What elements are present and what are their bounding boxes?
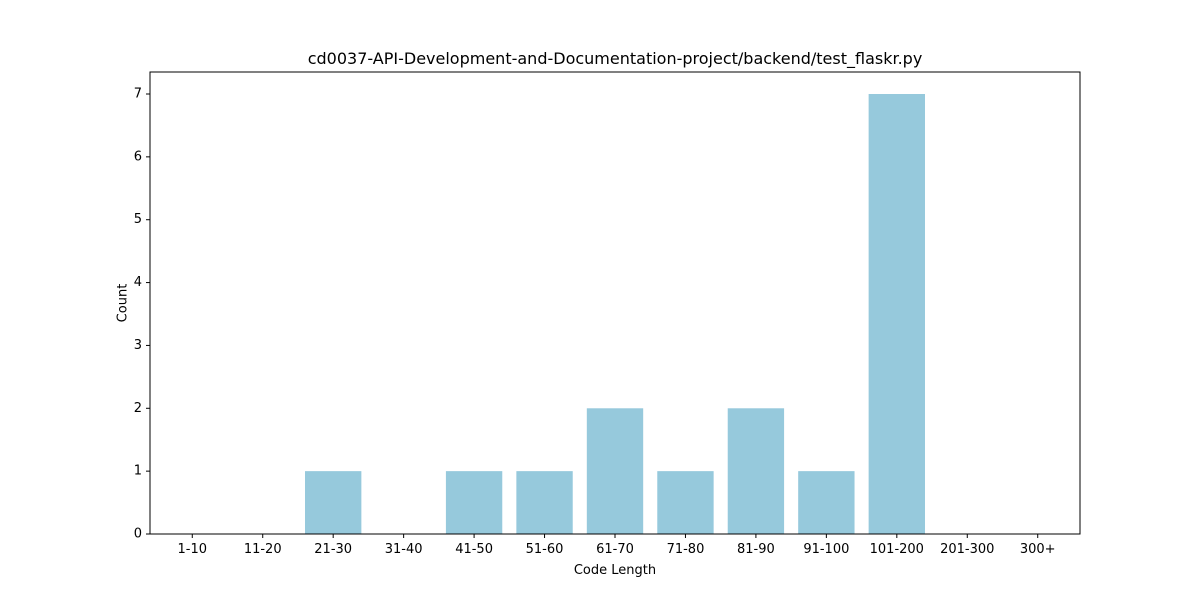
x-tick-label: 1-10 bbox=[178, 542, 208, 557]
y-tick-label: 5 bbox=[134, 212, 142, 227]
x-tick-label: 71-80 bbox=[667, 542, 705, 557]
y-tick-label: 3 bbox=[134, 338, 142, 353]
x-axis-ticks: 1-10 11-20 21-30 31-40 41-50 51-60 61-70 71-80 8… bbox=[178, 534, 1056, 557]
bar-81-90 bbox=[727, 408, 785, 534]
x-tick-label: 101-200 bbox=[870, 542, 924, 557]
bar-21-30 bbox=[305, 471, 362, 534]
x-tick-label: 81-90 bbox=[737, 542, 775, 557]
x-tick-label: 21-30 bbox=[314, 542, 352, 557]
y-axis-title: Count bbox=[116, 284, 131, 323]
y-tick-label: 0 bbox=[134, 527, 142, 542]
bars-group bbox=[305, 94, 925, 534]
x-tick-label: 31-40 bbox=[385, 542, 423, 557]
x-tick-label: 91-100 bbox=[803, 542, 849, 557]
x-tick-label: 300+ bbox=[1020, 542, 1056, 557]
x-tick-label: 11-20 bbox=[244, 542, 282, 557]
y-tick-label: 1 bbox=[134, 464, 142, 479]
x-tick-label: 41-50 bbox=[455, 542, 493, 557]
plot-area-frame bbox=[149, 71, 1081, 535]
bar-91-100 bbox=[798, 471, 855, 534]
bar-71-80 bbox=[657, 471, 714, 534]
x-tick-label: 61-70 bbox=[596, 542, 634, 557]
y-tick-label: 7 bbox=[134, 87, 142, 102]
bar-61-70 bbox=[586, 408, 644, 534]
x-tick-label: 201-300 bbox=[940, 542, 994, 557]
bar-101-200 bbox=[868, 94, 925, 534]
bar-51-60 bbox=[516, 471, 573, 534]
chart-title: cd0037-API-Development-and-Documentation… bbox=[308, 49, 923, 69]
y-tick-label: 6 bbox=[134, 149, 142, 164]
x-axis-title: Code Length bbox=[574, 563, 656, 578]
y-tick-label: 4 bbox=[134, 275, 142, 290]
bar-41-50 bbox=[445, 471, 503, 534]
x-tick-label: 51-60 bbox=[526, 542, 564, 557]
y-tick-label: 2 bbox=[134, 401, 142, 416]
y-axis-ticks: 0 1 2 3 4 5 6 7 bbox=[134, 87, 150, 542]
